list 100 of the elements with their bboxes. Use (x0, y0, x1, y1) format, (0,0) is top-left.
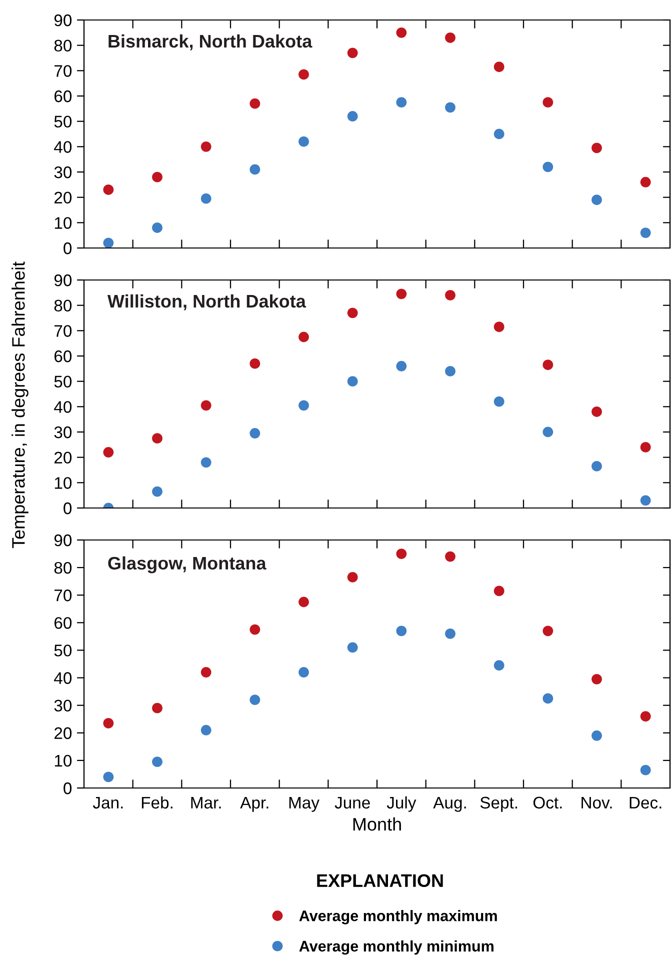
y-tick-label: 20 (54, 192, 72, 204)
point (542, 626, 554, 636)
point (542, 97, 554, 108)
point (494, 62, 504, 72)
x-tick-label: Sept. (480, 796, 518, 812)
point (200, 457, 212, 468)
point (494, 660, 504, 671)
point (445, 628, 456, 639)
y-tick-label: 70 (54, 590, 72, 602)
point (250, 164, 260, 175)
point (592, 142, 602, 154)
text: Williston, North Dakota (107, 294, 306, 310)
y-tick-label: 30 (54, 700, 72, 712)
y-tick-label: 80 (54, 40, 72, 52)
point (103, 772, 114, 782)
point (542, 693, 554, 704)
x-tick-label: Nov. (582, 796, 612, 809)
point (250, 624, 260, 635)
point (592, 674, 602, 684)
point (640, 228, 651, 238)
y-tick-label: 0 (64, 502, 72, 514)
point (103, 238, 114, 248)
point (250, 358, 260, 369)
y-tick-label: 10 (54, 217, 72, 229)
x-tick-label: May (289, 796, 320, 812)
x-tick-label: Dec. (630, 796, 662, 809)
legend-title: EXPLANATION (317, 874, 443, 888)
point (298, 332, 309, 342)
y-tick-label: 90 (54, 534, 72, 546)
point (103, 718, 114, 728)
point (200, 724, 212, 736)
point (592, 406, 602, 417)
point (152, 172, 162, 182)
point (152, 222, 162, 233)
y-tick-label: 30 (54, 426, 72, 438)
point (396, 288, 407, 300)
point (347, 376, 358, 387)
y-tick-label: 0 (64, 782, 72, 794)
y-tick-label: 60 (54, 617, 72, 629)
point (494, 322, 504, 332)
point (152, 702, 162, 714)
y-tick-label: 40 (54, 672, 72, 684)
point (445, 366, 456, 376)
y-tick-label: 10 (54, 754, 72, 767)
point (445, 32, 456, 43)
point (396, 548, 407, 559)
x-tick-label: July (386, 796, 416, 812)
point (445, 102, 456, 113)
point (298, 667, 309, 678)
point (200, 400, 212, 411)
y-tick-label: 60 (54, 90, 72, 102)
point (640, 176, 651, 188)
point (347, 308, 358, 318)
y-tick-label: 40 (54, 141, 72, 153)
point (592, 730, 602, 741)
point (298, 136, 309, 147)
point (200, 667, 212, 678)
text: Bismarck, North Dakota (108, 34, 312, 50)
x-tick-label: Oct. (533, 796, 562, 809)
point (640, 711, 651, 722)
point (298, 596, 309, 608)
point (200, 193, 212, 204)
point (494, 586, 504, 596)
y-tick-label: 50 (54, 116, 72, 128)
point (494, 128, 504, 140)
point (542, 360, 554, 370)
point (250, 428, 260, 438)
point (396, 27, 407, 38)
point (640, 764, 651, 776)
point (103, 184, 114, 195)
point (592, 194, 602, 206)
point (152, 756, 162, 768)
point (347, 48, 358, 58)
point (347, 642, 358, 653)
y-tick-label: 20 (54, 452, 72, 464)
x-tick-label: Jan. (92, 796, 123, 809)
point (445, 290, 456, 300)
point (592, 460, 602, 472)
point (640, 442, 651, 452)
x-tick-label: Apr. (240, 796, 268, 812)
point (152, 486, 162, 497)
point (542, 426, 554, 438)
y-tick-label: 80 (54, 562, 72, 574)
y-tick-label: 90 (54, 274, 72, 286)
legend-label: Average monthly minimum (299, 940, 494, 955)
y-tick-label: 0 (64, 242, 72, 254)
point (200, 141, 212, 152)
text: Glasgow, Montana (108, 556, 266, 574)
point (152, 433, 162, 444)
y-tick-label: 50 (54, 644, 72, 656)
point (298, 69, 309, 80)
legend-label: Average monthly maximum (299, 910, 497, 924)
y-tick-label: 40 (54, 401, 72, 413)
point (396, 626, 407, 636)
point (640, 495, 651, 506)
y-axis-title: Temperature, in degrees Fahrenheit (12, 262, 28, 548)
point (396, 97, 407, 108)
point (347, 572, 358, 582)
x-axis-title: Month (353, 817, 401, 831)
point (494, 396, 504, 407)
